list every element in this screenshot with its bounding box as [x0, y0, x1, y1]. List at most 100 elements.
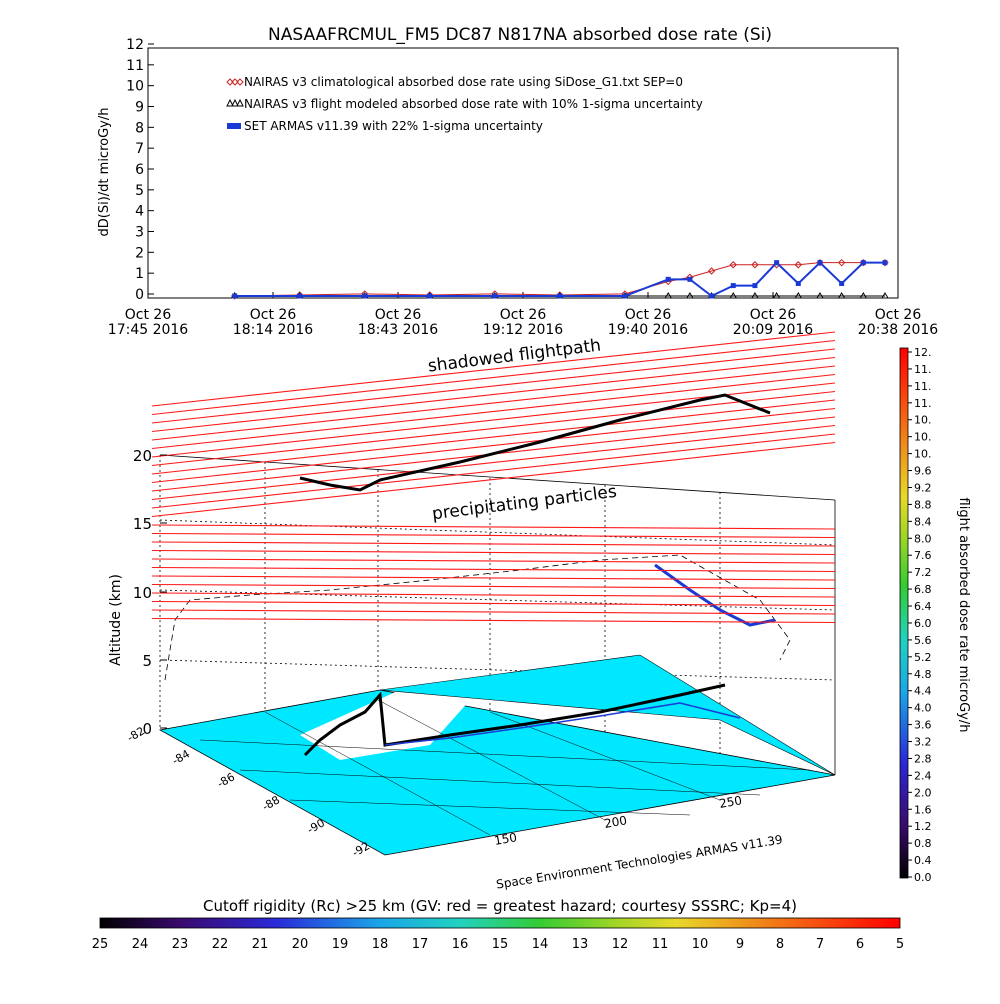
dose-rate-tick-label: 7.6 [914, 549, 932, 562]
particle-line [151, 583, 836, 590]
cutoff-rigidity-tick-label: 24 [132, 937, 149, 952]
x-tick-label-time: 20:38 2016 [858, 322, 939, 338]
data-point [557, 293, 563, 299]
latitude-tick-label: -84 [170, 747, 192, 767]
series-line [234, 262, 885, 297]
data-point [709, 293, 715, 299]
particle-line [151, 356, 836, 433]
particle-line [151, 348, 836, 424]
cutoff-rigidity-tick-label: 14 [532, 937, 549, 952]
x-tick-label-date: Oct 26 [250, 307, 297, 323]
x-tick-label-date: Oct 26 [625, 307, 672, 323]
flight-path-ground-dose [384, 702, 741, 746]
x-tick-label-time: 19:40 2016 [608, 322, 689, 338]
longitude-ticks: 150 200 250 [493, 793, 743, 848]
legend-marker [226, 98, 234, 107]
flight-path-wall [164, 554, 791, 681]
data-point [837, 258, 846, 267]
cutoff-rigidity-tick-label: 18 [372, 937, 389, 952]
shadowed-flightpath-label: shadowed flightpath [427, 336, 602, 377]
data-point [297, 293, 303, 299]
dose-rate-tick-label: 4.4 [914, 685, 932, 698]
altitude-axis-label: Altitude (km) [108, 574, 124, 666]
data-point [859, 292, 868, 299]
dose-rate-tick-label: 2.4 [914, 769, 932, 782]
y-tick-label: 3 [135, 225, 144, 241]
legend: NAIRAS v3 climatological absorbed dose r… [226, 75, 703, 133]
particle-line [151, 373, 836, 450]
cutoff-rigidity-tick-label: 19 [332, 937, 349, 952]
latitude-tick-label: -86 [215, 770, 237, 790]
flight-path-altitude [299, 393, 771, 492]
particle-line [151, 390, 836, 467]
precipitating-particles-label: precipitating particles [431, 482, 618, 525]
dose-rate-tick-label: 10. [914, 431, 932, 444]
data-point [772, 292, 781, 299]
cutoff-rigidity-tick-label: 23 [172, 937, 189, 952]
legend-marker [226, 78, 234, 86]
particle-line [151, 541, 836, 547]
cutoff-rigidity-colorbar-scale [99, 917, 901, 929]
altitude-tick-label: 10 [133, 584, 152, 602]
altitude-ticks: 0 5 10 15 20 [133, 447, 167, 738]
data-point [795, 281, 801, 286]
dose-rate-tick-label: 10. [914, 448, 932, 461]
data-point [751, 292, 759, 299]
dose-rate-tick-label: 7.2 [914, 566, 932, 579]
particle-line [151, 339, 836, 416]
legend-marker [236, 98, 244, 107]
data-point [362, 293, 368, 299]
dose-rate-tick-label: 0.4 [914, 854, 932, 867]
data-point [729, 292, 738, 299]
cutoff-rigidity-tick-label: 21 [252, 937, 269, 952]
y-tick-label: 12 [126, 37, 144, 53]
dose-rate-colorbar: 12. 11. 11. 11. 10. 10. 10. 9.6 9.2 8.8 8.4 8.0 7.6 7… [899, 346, 971, 884]
cutoff-rigidity-tick-label: 10 [692, 937, 709, 952]
dose-rate-tick-label: 3.2 [914, 736, 932, 749]
data-point [232, 293, 238, 299]
data-point [492, 293, 498, 299]
chart-title: NASAAFRCMUL_FM5 DC87 N817NA absorbed dos… [268, 25, 772, 45]
cutoff-rigidity-tick-label: 5 [896, 937, 904, 952]
dose-rate-tick-label: 4.8 [914, 668, 932, 681]
x-tick-label-date: Oct 26 [750, 307, 797, 323]
data-point [729, 261, 737, 269]
dose-rate-tick-label: 1.6 [914, 803, 932, 816]
y-tick-label: 8 [135, 120, 144, 136]
dose-rate-tick-label: 0.0 [914, 871, 932, 884]
data-point [622, 293, 628, 299]
cutoff-rigidity-tick-label: 25 [92, 937, 109, 952]
x-tick-label-date: Oct 26 [375, 307, 422, 323]
data-point [882, 260, 888, 266]
cutoff-rigidity-tick-label: 20 [292, 937, 309, 952]
cutoff-rigidity-tick-label: 7 [816, 937, 824, 952]
legend-marker [236, 78, 244, 86]
legend-label: NAIRAS v3 flight modeled absorbed dose r… [244, 97, 703, 111]
dose-rate-tick-label: 2.0 [914, 786, 932, 799]
particle-line [151, 558, 836, 564]
y-tick-label: 1 [135, 266, 144, 282]
data-point [817, 260, 823, 266]
x-tick-label-time: 18:14 2016 [233, 322, 314, 338]
data-point [665, 276, 671, 282]
data-point [774, 260, 780, 266]
particle-line [151, 617, 836, 624]
particle-line [151, 532, 836, 539]
particle-line [151, 441, 836, 518]
series-group [230, 258, 889, 300]
legend-label: SET ARMAS v11.39 with 22% 1-sigma uncert… [244, 119, 543, 133]
dose-rate-tick-label: 10. [914, 414, 932, 427]
dose-rate-tick-label: 2.8 [914, 752, 932, 765]
data-point [794, 261, 802, 269]
dose-rate-colorbar-scale [899, 347, 909, 879]
legend-marker [227, 123, 241, 129]
cutoff-rigidity-tick-label: 13 [572, 937, 589, 952]
dose-rate-tick-label: 5.2 [914, 651, 932, 664]
longitude-tick-label: 200 [603, 813, 628, 831]
particle-line [151, 407, 836, 484]
y-tick-label: 5 [135, 183, 144, 199]
legend-label: NAIRAS v3 climatological absorbed dose r… [244, 75, 683, 89]
dose-rate-tick-label: 6.0 [914, 617, 932, 630]
